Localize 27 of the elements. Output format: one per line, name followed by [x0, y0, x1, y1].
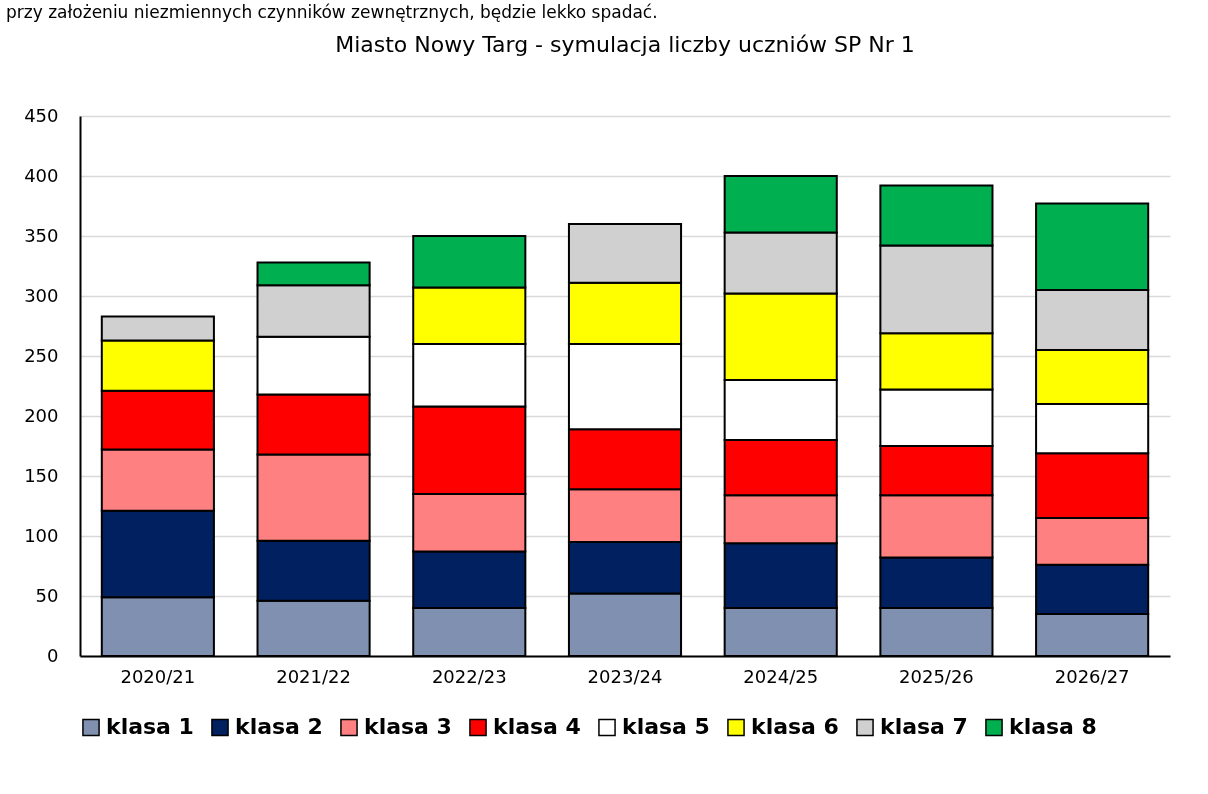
legend-label: klasa 8 — [1009, 714, 1097, 740]
legend-label: klasa 6 — [751, 714, 839, 740]
x-tick-label: 2025/26 — [899, 665, 974, 687]
y-tick-label: 50 — [35, 584, 59, 606]
text: przy założeniu niezmiennych czynników zewnętrznych, będzie lekko spadać. — [6, 2, 659, 22]
x-tick-label: 2023/24 — [587, 665, 663, 687]
y-tick-label: 300 — [24, 284, 59, 306]
y-tick-label: 200 — [24, 404, 59, 426]
x-tick-label: 2024/25 — [743, 665, 819, 687]
y-tick-label: 150 — [24, 464, 59, 486]
y-tick-label: 400 — [24, 164, 59, 186]
legend-label: klasa 3 — [364, 714, 452, 740]
x-tick-label: 2022/23 — [431, 665, 507, 687]
y-tick-label: 350 — [24, 224, 59, 246]
y-tick-label: 100 — [24, 524, 59, 546]
x-tick-label: 2020/21 — [120, 665, 196, 687]
legend-label: klasa 2 — [235, 714, 323, 740]
legend-label: klasa 5 — [622, 714, 710, 740]
legend-label: klasa 1 — [106, 714, 194, 740]
x-tick-label: 2021/22 — [276, 665, 351, 687]
y-tick-label: 450 — [24, 104, 59, 126]
legend-label: klasa 7 — [880, 714, 968, 740]
y-tick-label: 0 — [47, 644, 59, 666]
chart-title: Miasto Nowy Targ - symulacja liczby uczniów SP Nr 1 — [335, 32, 915, 57]
x-tick-label: 2026/27 — [1054, 665, 1130, 687]
y-tick-label: 250 — [24, 344, 59, 366]
legend-label: klasa 4 — [493, 714, 581, 740]
